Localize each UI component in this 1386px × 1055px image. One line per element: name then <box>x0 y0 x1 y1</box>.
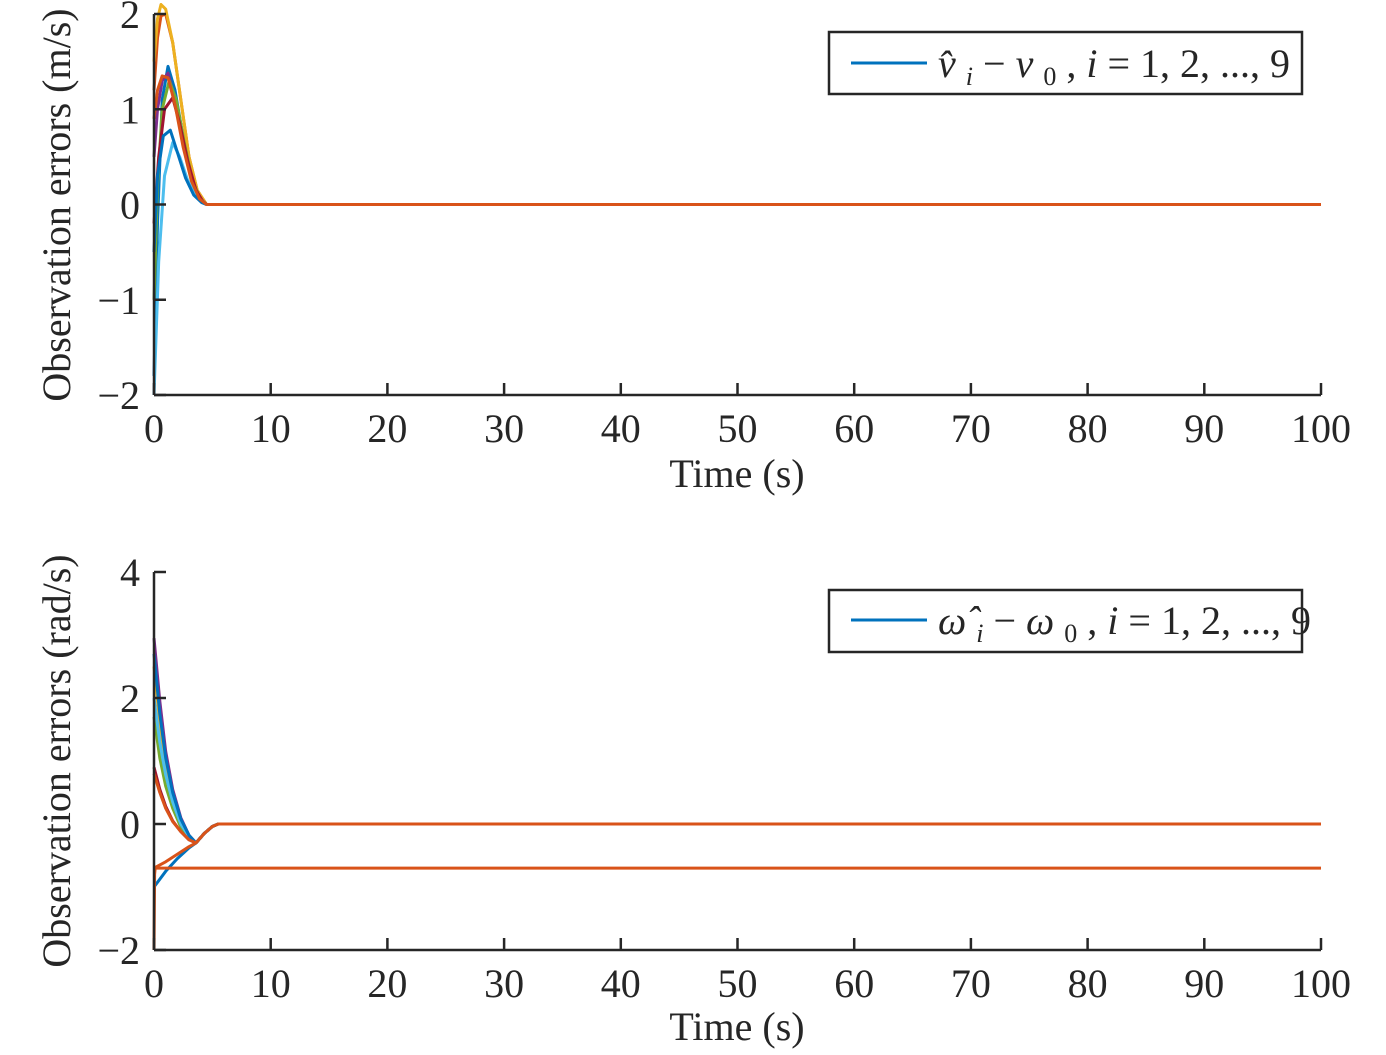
x-tick-label: 100 <box>1291 406 1351 451</box>
x-tick-label: 100 <box>1291 961 1351 1006</box>
velocity-error-chart: 0 10 20 30 40 50 60 70 80 90 100 −2 −1 0 1 2 Time (s) O… <box>34 0 1351 496</box>
series-line-7 <box>152 766 1321 845</box>
y-tick-label: 0 <box>120 183 140 228</box>
legend: v̂ i − v 0 , i = 1, 2, ..., 9 <box>827 30 1304 96</box>
y-tick-label: 2 <box>120 676 140 721</box>
series-line-9 <box>152 773 1321 845</box>
legend-part: = 1, 2, ..., 9 <box>1107 41 1290 86</box>
series-line-1 <box>152 822 1321 888</box>
x-tick-label: 10 <box>251 406 291 451</box>
x-tick-label: 60 <box>834 406 874 451</box>
series-line-3 <box>152 666 1321 845</box>
legend-entry: v̂ i − v 0 , i = 1, 2, ..., 9 <box>938 41 1290 94</box>
series-line-6 <box>152 697 1321 845</box>
series-line-6 <box>152 141 1321 396</box>
y-tick-label: 0 <box>120 802 140 847</box>
y-tick-label: 4 <box>120 550 140 595</box>
y-axis-title: Observation errors (rad/s) <box>34 554 79 967</box>
legend-part: = 1, 2, ..., 9 <box>1128 598 1311 643</box>
series-line-5 <box>152 79 1321 300</box>
x-tick-label: 80 <box>1068 961 1108 1006</box>
legend-part: ω <box>1026 598 1054 643</box>
legend-part: , <box>1066 41 1086 86</box>
legend-part: , <box>1087 598 1107 643</box>
series-line-10 <box>152 866 1321 951</box>
y-tick-label: 1 <box>120 87 140 132</box>
x-tick-label: 70 <box>951 406 991 451</box>
legend-entry: ω̂ i − ω 0 , i = 1, 2, ..., 9 <box>938 598 1311 651</box>
y-tick-label: 2 <box>120 0 140 37</box>
x-tick-label: 20 <box>367 406 407 451</box>
x-tick-label: 90 <box>1184 406 1224 451</box>
x-tick-label: 50 <box>718 961 758 1006</box>
y-tick-label: −1 <box>97 278 140 323</box>
x-tick-label: 70 <box>951 961 991 1006</box>
x-tick-label: 30 <box>484 961 524 1006</box>
x-tick-label: 90 <box>1184 961 1224 1006</box>
x-tick-label: 30 <box>484 406 524 451</box>
legend-part: − <box>983 41 1016 86</box>
series-layer <box>152 3 1321 396</box>
x-tick-label: 0 <box>144 406 164 451</box>
legend-part: i <box>1107 598 1118 643</box>
x-axis-title: Time (s) <box>669 1004 804 1049</box>
legend-part: i <box>966 62 973 91</box>
series-line-8 <box>152 128 1321 253</box>
legend-part: 0 <box>1043 62 1056 91</box>
y-axis-title: Observation errors (m/s) <box>34 8 79 401</box>
x-tick-label: 0 <box>144 961 164 1006</box>
legend-part: i <box>976 619 983 648</box>
series-line-4 <box>152 637 1321 845</box>
series-line-1 <box>152 64 1321 376</box>
legend-part: 0 <box>1064 619 1077 648</box>
x-tick-label: 50 <box>718 406 758 451</box>
series-layer <box>152 637 1321 951</box>
x-tick-label: 60 <box>834 961 874 1006</box>
legend-part: v̂ <box>938 41 956 86</box>
legend-part: i <box>1086 41 1097 86</box>
legend-part: v <box>1016 41 1034 86</box>
legend-part: ω̂ <box>938 598 981 643</box>
x-axis-title: Time (s) <box>669 451 804 496</box>
series-line-8 <box>152 653 1321 845</box>
x-tick-label: 10 <box>251 961 291 1006</box>
x-tick-label: 40 <box>601 406 641 451</box>
x-tick-label: 20 <box>367 961 407 1006</box>
series-line-2 <box>153 822 1321 870</box>
legend: ω̂ i − ω 0 , i = 1, 2, ..., 9 <box>827 588 1311 654</box>
legend-part: − <box>993 598 1026 643</box>
x-tick-label: 80 <box>1068 406 1108 451</box>
series-line-9 <box>152 74 1321 206</box>
y-tick-label: −2 <box>97 928 140 973</box>
x-tick-label: 40 <box>601 961 641 1006</box>
ticks-layer: 0 10 20 30 40 50 60 70 80 90 100 −2 −1 0 1 2 <box>97 0 1351 451</box>
y-tick-label: −2 <box>97 373 140 418</box>
